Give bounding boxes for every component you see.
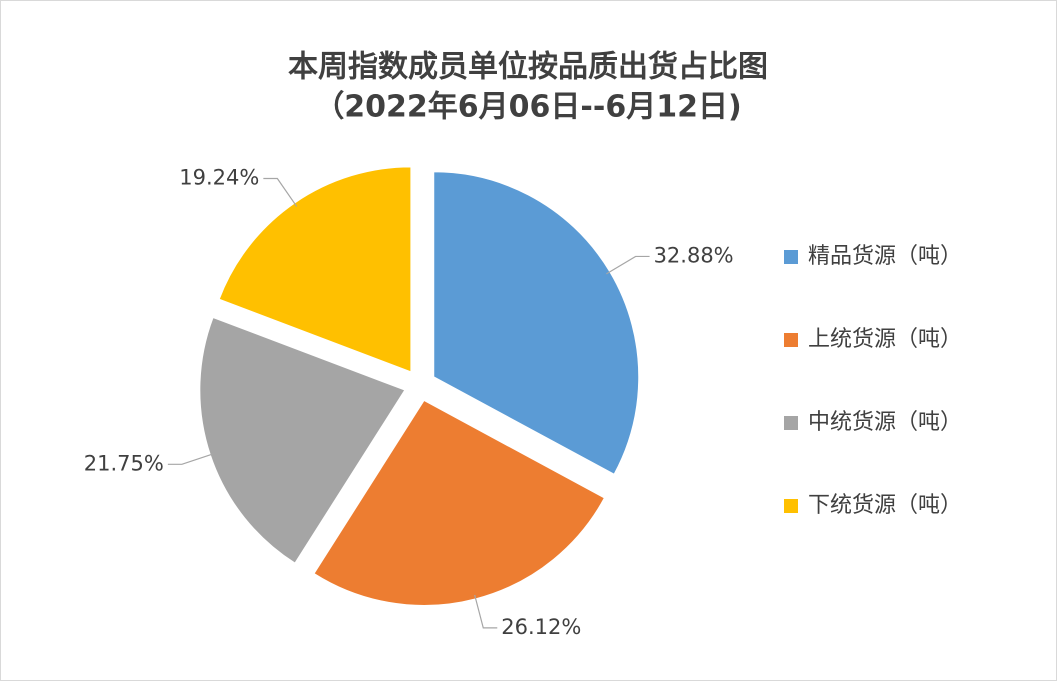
legend-label: 中统货源（吨） [808,410,962,435]
data-label: 32.88% [654,243,734,267]
chart-subtitle: （2022年6月06日--6月12日) [314,90,741,125]
legend-swatch [784,499,798,513]
chart-title: 本周指数成员单位按品质出货占比图 [288,50,768,85]
leader-line [167,453,215,465]
data-label: 26.12% [501,615,581,639]
legend-swatch [784,416,798,430]
leader-line [606,255,650,275]
legend-swatch [784,333,798,347]
legend-label: 精品货源（吨） [808,244,962,269]
leader-line [263,177,298,207]
legend-label: 下统货源（吨） [808,493,962,518]
data-label: 21.75% [84,451,164,475]
leader-line [474,594,498,629]
legend-label: 上统货源（吨） [808,327,962,352]
data-label: 19.24% [179,165,259,189]
legend-swatch [784,250,798,264]
